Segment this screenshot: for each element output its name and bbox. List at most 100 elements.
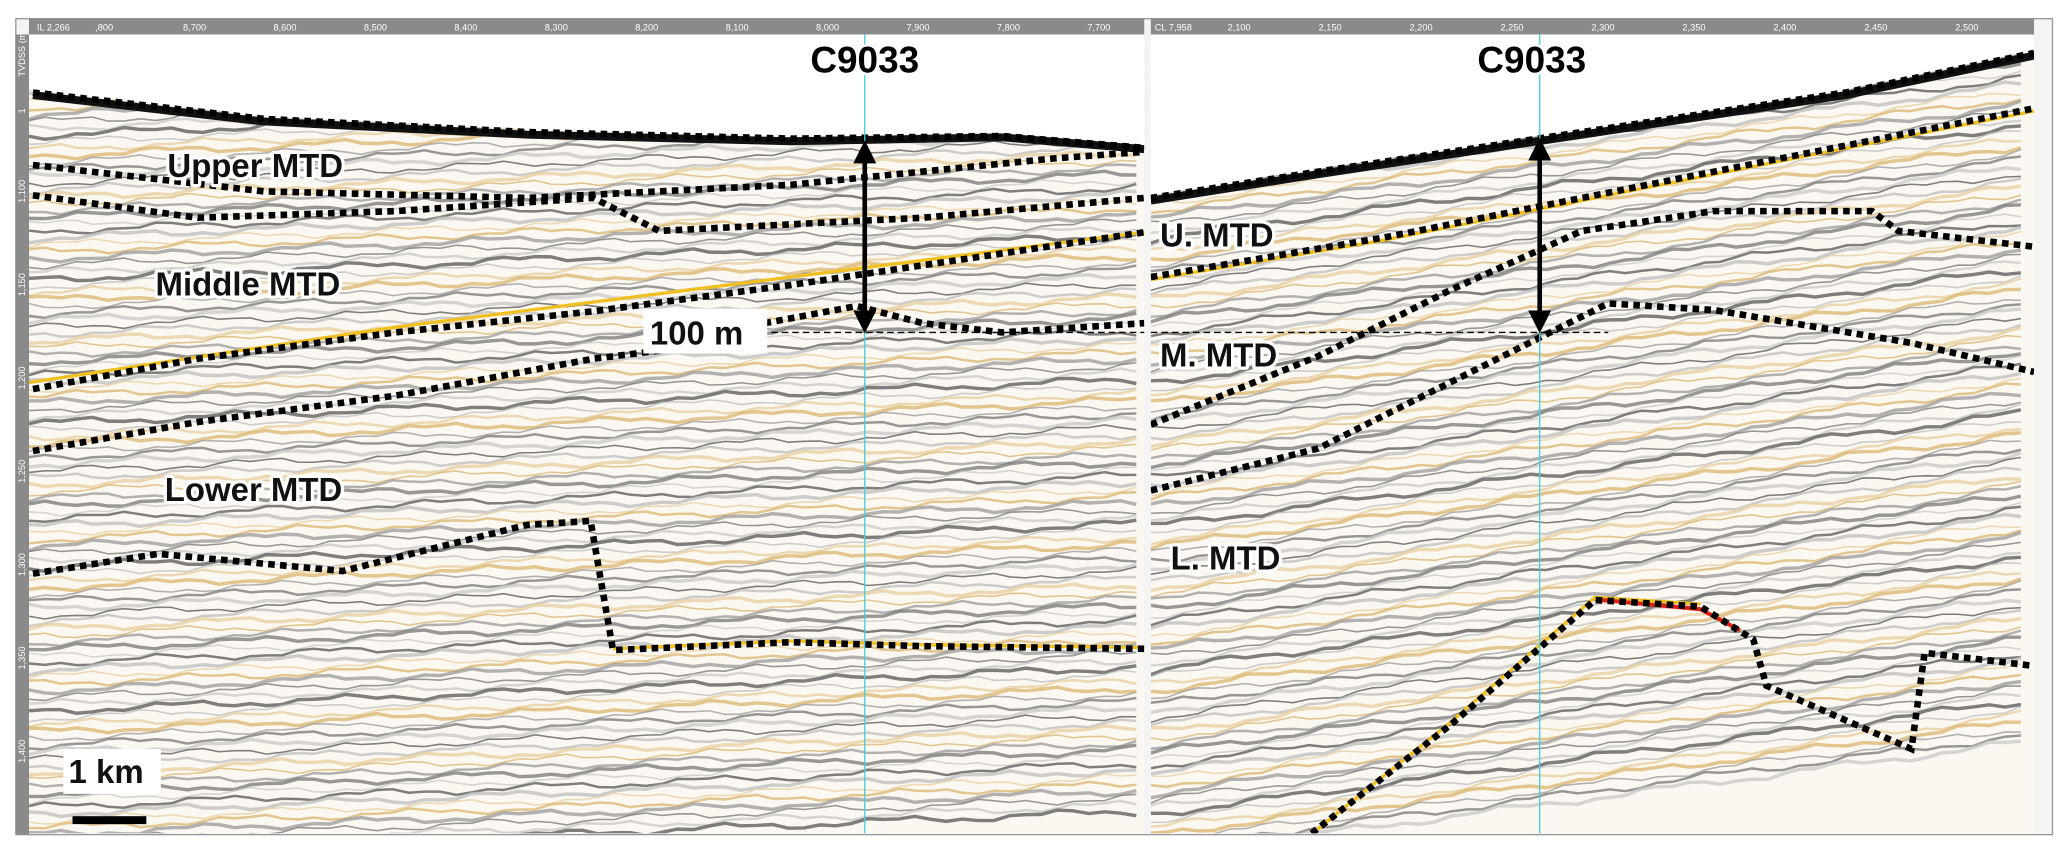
seismic-reflector [1150, 248, 2022, 367]
seismic-reflector [1150, 663, 2022, 778]
seismic-reflector [1150, 562, 2021, 678]
seismic-reflector [29, 743, 1137, 799]
unit-label: M. MTD [1160, 337, 1277, 374]
water-column [29, 34, 1145, 146]
seismic-reflector [29, 594, 1137, 648]
y-tick-label: 1,100 [17, 180, 27, 203]
seismic-reflector [29, 536, 1137, 583]
y-tick-label: 1,350 [17, 646, 27, 669]
seismic-reflector [29, 287, 1137, 338]
line-label: IL 2,266 [37, 23, 70, 33]
seismic-reflector [1150, 693, 2021, 807]
seismic-reflector [29, 159, 1137, 207]
seismic-reflector [29, 773, 1137, 825]
seismic-reflector [29, 302, 1137, 349]
seismic-reflector [1150, 705, 2022, 824]
x-tick-label: 2,150 [1319, 23, 1342, 33]
seismic-reflector [1150, 494, 2022, 610]
seismic-reflector [29, 664, 1137, 715]
unit-label: Middle MTD [156, 265, 341, 302]
seismic-reflector [1150, 616, 2022, 731]
seismic-reflector [1150, 629, 2022, 750]
seismic-reflector [29, 650, 1137, 702]
y-tick-label: 1,150 [17, 273, 27, 296]
seismic-reflector [29, 189, 1137, 245]
seismic-reflector [29, 642, 1137, 696]
seismic-reflector [1213, 731, 2021, 834]
seismic-reflector [29, 348, 1137, 399]
unit-label: Lower MTD [165, 471, 342, 508]
seismic-reflector [29, 630, 1137, 680]
seismic-reflector [29, 395, 1137, 449]
seismic-reflector [29, 432, 1137, 480]
seismic-reflector [29, 718, 1137, 771]
seismic-reflector [29, 658, 1137, 707]
y-tick-label: 1,200 [17, 366, 27, 389]
left-header [29, 18, 1145, 35]
x-tick-label: 2,100 [1228, 23, 1251, 33]
seismic-reflector [29, 714, 1137, 761]
seismic-reflector [29, 134, 1137, 188]
seismic-reflector [1150, 184, 2022, 298]
seismic-reflector [1150, 352, 2022, 470]
depth-axis-bar [15, 34, 30, 835]
seismic-reflector [1150, 577, 2022, 695]
seismic-reflector [1150, 431, 2021, 551]
seismic-reflector [1150, 512, 2022, 630]
y-tick-label: 1 [17, 108, 27, 113]
seismic-reflector [1150, 541, 2021, 655]
seismic-reflector [1150, 606, 2021, 724]
seismic-reflector [1150, 477, 2021, 593]
seismic-reflector [29, 451, 1137, 503]
seismic-reflector [1150, 334, 2021, 451]
y-tick-label: 1,400 [17, 740, 27, 763]
seismic-reflector [1150, 485, 2022, 600]
seismic-reflector [1150, 287, 2021, 403]
seismic-reflector [1150, 646, 2021, 760]
seismic-reflector [29, 788, 1137, 834]
seismic-reflector [1150, 194, 2022, 309]
seismic-reflector [29, 514, 1137, 564]
seismic-reflector [29, 405, 1137, 452]
seismic-reflector [29, 237, 1137, 291]
seismic-reflector [29, 198, 1137, 249]
seismic-reflector [29, 705, 1137, 757]
seismic-reflector [1150, 466, 2022, 582]
scale-bar-label: 1 km [69, 753, 144, 790]
seismic-reflector [29, 388, 1137, 442]
seismic-reflector [1150, 685, 2021, 804]
seismic-reflector [29, 226, 1137, 275]
seismic-reflector [1150, 354, 2022, 472]
seismic-reflector [29, 376, 1137, 426]
x-tick-label: 8,600 [273, 23, 296, 33]
seismic-reflector [1150, 253, 2021, 373]
seismic-reflector [29, 574, 1137, 628]
seismic-reflector [1150, 402, 2022, 522]
seismic-reflector [29, 696, 1137, 751]
seismic-reflector [144, 793, 1137, 834]
y-tick-label: 1,300 [17, 553, 27, 576]
seismic-reflector [29, 562, 1137, 612]
depth-axis-title: TVDSS (m) [17, 30, 27, 77]
seismic-reflector [29, 508, 1137, 555]
seismic-reflector [1150, 451, 2022, 572]
seismic-reflector [1150, 130, 2021, 247]
x-tick-label: 7,800 [997, 23, 1020, 33]
seismic-reflector [29, 460, 1137, 508]
seismic-reflector [1150, 439, 2021, 552]
seismic-reflector [1150, 635, 2021, 755]
seismic-reflector [1150, 656, 2022, 776]
seismic-reflector [29, 292, 1137, 345]
seismic-reflector [1150, 588, 2021, 704]
seismic-reflector [1150, 525, 2021, 637]
seismic-reflector [1150, 448, 2022, 562]
seismic-reflector [29, 182, 1137, 235]
seismic-reflector [29, 211, 1137, 264]
seismic-reflector [1150, 303, 2021, 422]
seismic-reflector [29, 367, 1137, 423]
scale-bar [72, 816, 147, 825]
horizon [1150, 300, 2035, 494]
well-label: C9033 [810, 40, 919, 81]
seismic-reflector [1150, 501, 2022, 619]
x-tick-label: 2,350 [1682, 23, 1705, 33]
